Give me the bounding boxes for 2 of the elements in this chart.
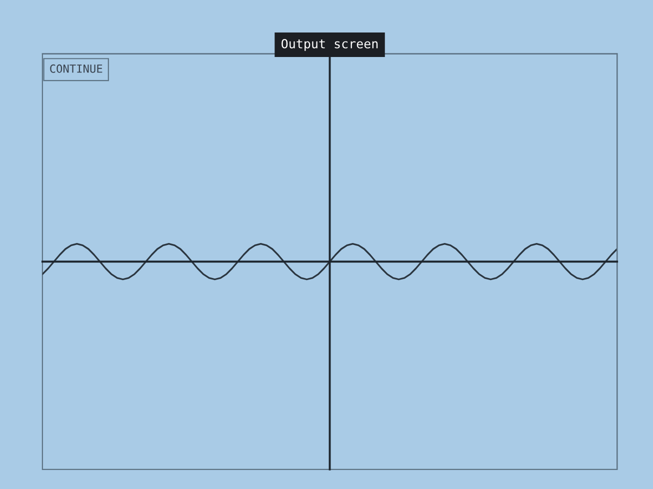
- chart-title: Output screen: [282, 38, 378, 51]
- text: CONTINUE: [50, 64, 102, 73]
